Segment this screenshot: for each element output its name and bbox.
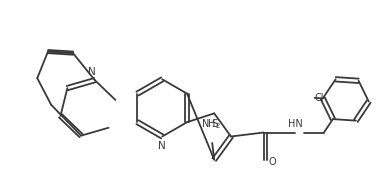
Text: O: O [269, 157, 276, 166]
Text: N: N [158, 141, 166, 151]
Text: N: N [88, 67, 96, 77]
Text: HN: HN [288, 119, 303, 129]
Text: S: S [211, 119, 218, 129]
Text: NH$_2$: NH$_2$ [201, 117, 221, 131]
Text: Cl: Cl [314, 93, 324, 103]
